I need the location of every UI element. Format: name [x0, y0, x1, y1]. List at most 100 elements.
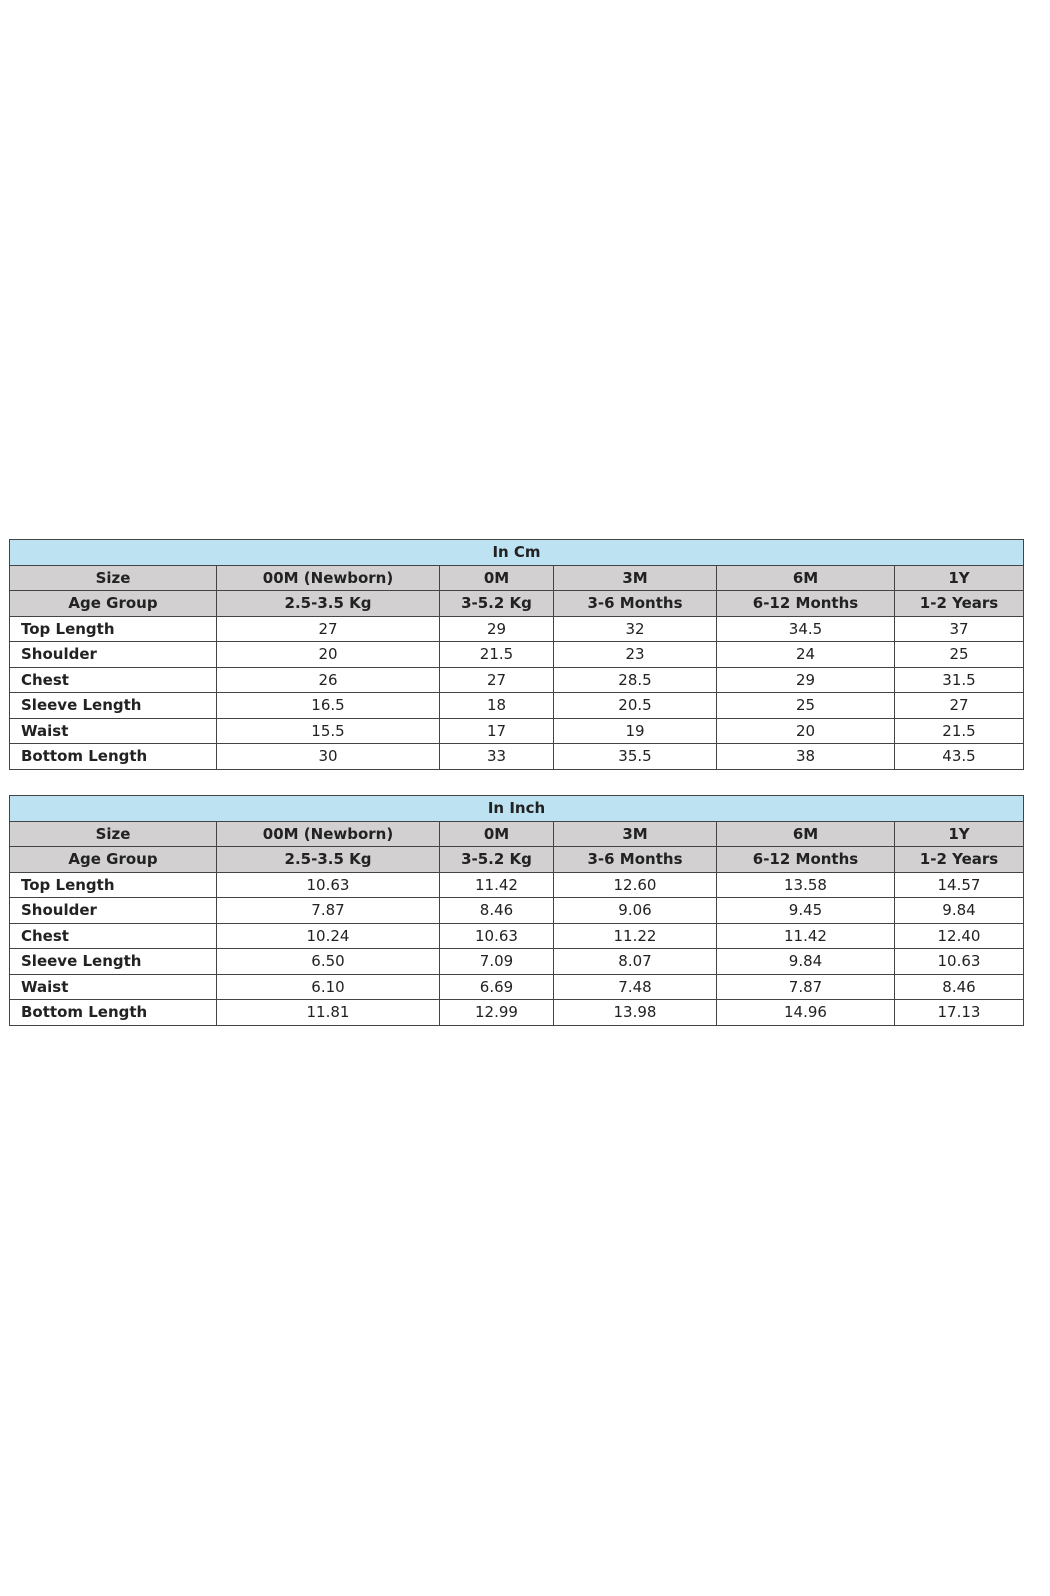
table-cell: 32 — [553, 615, 717, 642]
table-cell: 30 — [216, 743, 440, 770]
table-cell: 3M — [553, 564, 717, 591]
table-cell: 25 — [716, 692, 895, 719]
table-cell: 13.98 — [553, 999, 717, 1026]
table-cell: 37 — [894, 615, 1024, 642]
table-row: Chest 10.24 10.63 11.22 11.42 12.40 — [9, 922, 1024, 949]
size-chart-cm-table: In Cm Size 00M (Newborn) 0M 3M 6M 1Y Age Group 2… — [9, 539, 1024, 770]
table-cell: 3-6 Months — [553, 590, 717, 617]
table-row: Waist 6.10 6.69 7.48 7.87 8.46 — [9, 973, 1024, 1000]
table-cell: 9.84 — [716, 948, 895, 975]
table-cell: 29 — [716, 666, 895, 693]
row-label: Sleeve Length — [9, 948, 217, 975]
table-row: Shoulder 7.87 8.46 9.06 9.45 9.84 — [9, 897, 1024, 924]
table-cell: 20 — [716, 717, 895, 744]
row-label: Sleeve Length — [9, 692, 217, 719]
row-label: Bottom Length — [9, 999, 217, 1026]
size-header-row: Size 00M (Newborn) 0M 3M 6M 1Y — [9, 820, 1024, 847]
age-group-header-row: Age Group 2.5-3.5 Kg 3-5.2 Kg 3-6 Months 6-1… — [9, 846, 1024, 873]
table-cell: 38 — [716, 743, 895, 770]
table-cell: 18 — [439, 692, 554, 719]
table-cell: 9.84 — [894, 897, 1024, 924]
table-cell: 10.63 — [894, 948, 1024, 975]
table-title-row: In Inch — [9, 795, 1024, 822]
table-cell: 28.5 — [553, 666, 717, 693]
size-header-row: Size 00M (Newborn) 0M 3M 6M 1Y — [9, 564, 1024, 591]
row-label: Size — [9, 820, 217, 847]
table-cell: 24 — [716, 641, 895, 668]
table-cell: 00M (Newborn) — [216, 564, 440, 591]
table-cell: 31.5 — [894, 666, 1024, 693]
table-row: Shoulder 20 21.5 23 24 25 — [9, 641, 1024, 668]
table-cell: 27 — [216, 615, 440, 642]
row-label: Waist — [9, 973, 217, 1000]
table-cell: 12.60 — [553, 871, 717, 898]
table-cell: 6-12 Months — [716, 846, 895, 873]
row-label: Chest — [9, 666, 217, 693]
table-cell: 9.06 — [553, 897, 717, 924]
table-cell: 9.45 — [716, 897, 895, 924]
row-label: Chest — [9, 922, 217, 949]
table-cell: 0M — [439, 564, 554, 591]
table-cell: 6-12 Months — [716, 590, 895, 617]
table-cell: 35.5 — [553, 743, 717, 770]
table-cell: 15.5 — [216, 717, 440, 744]
table-cell: 1Y — [894, 820, 1024, 847]
table-cell: 8.46 — [439, 897, 554, 924]
table-cell: 1Y — [894, 564, 1024, 591]
table-row: Top Length 10.63 11.42 12.60 13.58 14.57 — [9, 871, 1024, 898]
row-label: Top Length — [9, 871, 217, 898]
table-cell: 12.40 — [894, 922, 1024, 949]
table-cell: 21.5 — [894, 717, 1024, 744]
table-cell: 3-5.2 Kg — [439, 590, 554, 617]
table-cell: 6.10 — [216, 973, 440, 1000]
table-cell: 6M — [716, 564, 895, 591]
table-cell: 10.24 — [216, 922, 440, 949]
table-cell: 6.50 — [216, 948, 440, 975]
table-cell: 10.63 — [439, 922, 554, 949]
table-cell: 7.87 — [216, 897, 440, 924]
row-label: Size — [9, 564, 217, 591]
table-cell: 7.87 — [716, 973, 895, 1000]
table-cell: 11.81 — [216, 999, 440, 1026]
row-label: Shoulder — [9, 897, 217, 924]
table-cell: 13.58 — [716, 871, 895, 898]
table-cell: 43.5 — [894, 743, 1024, 770]
table-cell: 3-5.2 Kg — [439, 846, 554, 873]
table-cell: 14.96 — [716, 999, 895, 1026]
table-row: Sleeve Length 6.50 7.09 8.07 9.84 10.63 — [9, 948, 1024, 975]
table-title: In Inch — [9, 795, 1024, 822]
row-label: Waist — [9, 717, 217, 744]
table-cell: 2.5-3.5 Kg — [216, 846, 440, 873]
table-cell: 10.63 — [216, 871, 440, 898]
table-cell: 8.46 — [894, 973, 1024, 1000]
table-cell: 1-2 Years — [894, 590, 1024, 617]
table-title-row: In Cm — [9, 539, 1024, 566]
table-cell: 16.5 — [216, 692, 440, 719]
table-cell: 8.07 — [553, 948, 717, 975]
table-cell: 29 — [439, 615, 554, 642]
table-row: Top Length 27 29 32 34.5 37 — [9, 615, 1024, 642]
table-cell: 11.22 — [553, 922, 717, 949]
table-cell: 3M — [553, 820, 717, 847]
table-cell: 6M — [716, 820, 895, 847]
table-cell: 11.42 — [439, 871, 554, 898]
table-cell: 21.5 — [439, 641, 554, 668]
table-row: Bottom Length 11.81 12.99 13.98 14.96 17.13 — [9, 999, 1024, 1026]
table-cell: 7.09 — [439, 948, 554, 975]
table-cell: 25 — [894, 641, 1024, 668]
table-cell: 34.5 — [716, 615, 895, 642]
row-label: Top Length — [9, 615, 217, 642]
row-label: Age Group — [9, 590, 217, 617]
table-cell: 27 — [894, 692, 1024, 719]
table-cell: 7.48 — [553, 973, 717, 1000]
table-cell: 3-6 Months — [553, 846, 717, 873]
table-row: Chest 26 27 28.5 29 31.5 — [9, 666, 1024, 693]
table-cell: 23 — [553, 641, 717, 668]
row-label: Bottom Length — [9, 743, 217, 770]
age-group-header-row: Age Group 2.5-3.5 Kg 3-5.2 Kg 3-6 Months 6-1… — [9, 590, 1024, 617]
table-cell: 33 — [439, 743, 554, 770]
table-cell: 20 — [216, 641, 440, 668]
table-cell: 20.5 — [553, 692, 717, 719]
table-row: Sleeve Length 16.5 18 20.5 25 27 — [9, 692, 1024, 719]
table-cell: 0M — [439, 820, 554, 847]
